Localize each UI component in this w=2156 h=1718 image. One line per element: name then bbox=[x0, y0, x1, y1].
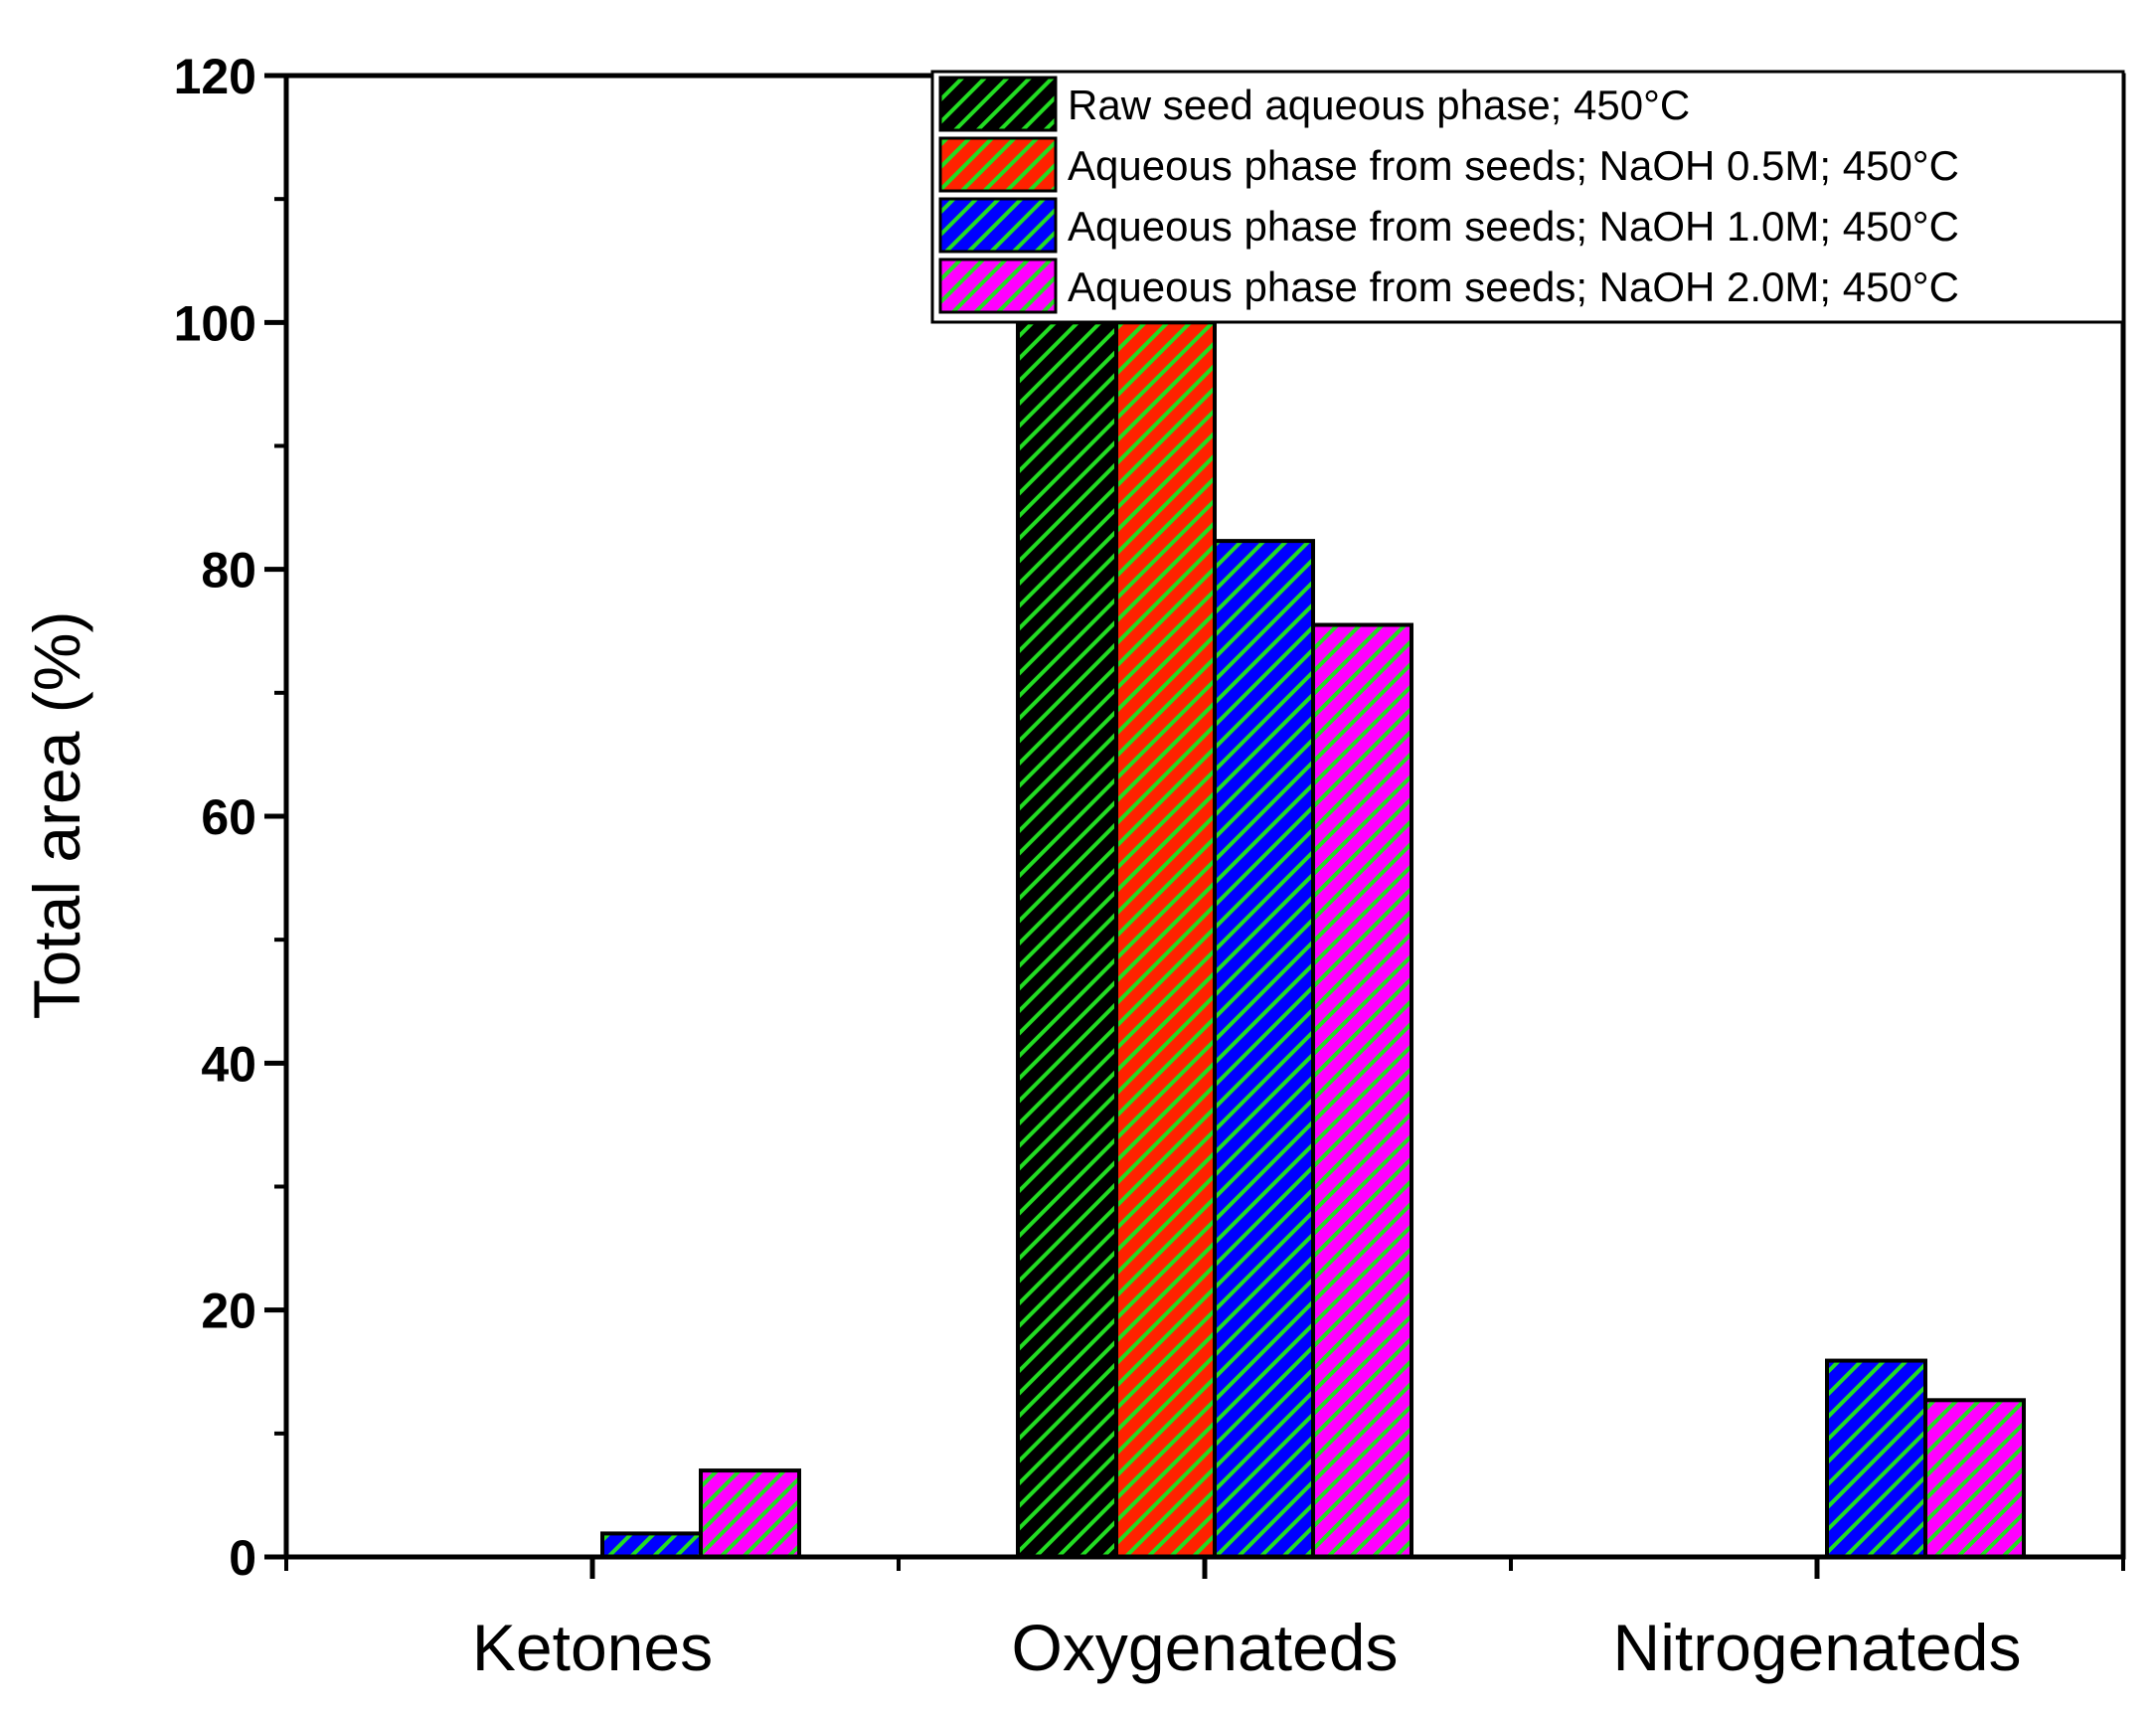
bar-aqueous-phase-from-seeds-naoh-0-5m-450-c-oxygenateds bbox=[1114, 320, 1217, 1559]
legend-swatch bbox=[938, 258, 1058, 314]
y-tick-label: 40 bbox=[201, 1036, 256, 1092]
bar-raw-seed-aqueous-phase-450-c-oxygenateds bbox=[1016, 320, 1118, 1559]
bar-aqueous-phase-from-seeds-naoh-1-0m-450-c-nitrogenateds bbox=[1825, 1358, 1927, 1559]
legend-entry: Aqueous phase from seeds; NaOH 0.5M; 450… bbox=[1068, 142, 1959, 189]
bar-aqueous-phase-from-seeds-naoh-1-0m-450-c-ketones bbox=[600, 1531, 703, 1559]
y-tick-label: 80 bbox=[201, 543, 256, 599]
bar-aqueous-phase-from-seeds-naoh-2-0m-450-c-ketones bbox=[699, 1468, 801, 1560]
legend-box bbox=[930, 70, 2125, 324]
y-tick-label: 0 bbox=[229, 1530, 256, 1586]
y-tick-label: 20 bbox=[201, 1284, 256, 1339]
bar-aqueous-phase-from-seeds-naoh-1-0m-450-c-oxygenateds bbox=[1213, 539, 1315, 1559]
legend-swatch bbox=[938, 136, 1058, 193]
legend: Raw seed aqueous phase; 450°C Aqueous pha… bbox=[930, 70, 2125, 324]
legend-swatch bbox=[938, 76, 1058, 132]
bar-aqueous-phase-from-seeds-naoh-2-0m-450-c-oxygenateds bbox=[1311, 622, 1413, 1559]
bar-aqueous-phase-from-seeds-naoh-2-0m-450-c-nitrogenateds bbox=[1923, 1398, 2026, 1560]
legend-entry: Raw seed aqueous phase; 450°C bbox=[1068, 82, 1690, 128]
x-category-label: Oxygenateds bbox=[1012, 1611, 1399, 1684]
legend-swatch bbox=[938, 197, 1058, 254]
y-axis-title: Total area (%) bbox=[20, 611, 93, 1020]
axes-layer: 0 20 40 60 80 100 120 Ketones Oxygenateds Nitroge… bbox=[174, 49, 2126, 1684]
legend-entry: Aqueous phase from seeds; NaOH 2.0M; 450… bbox=[1068, 263, 1959, 310]
x-category-label: Nitrogenateds bbox=[1613, 1611, 2022, 1684]
y-tick-label: 60 bbox=[201, 789, 256, 845]
x-category-label: Ketones bbox=[472, 1611, 713, 1684]
legend-entry: Aqueous phase from seeds; NaOH 1.0M; 450… bbox=[1068, 203, 1959, 250]
y-tick-label: 100 bbox=[174, 295, 256, 351]
bars-layer bbox=[600, 320, 2026, 1560]
y-tick-label: 120 bbox=[174, 49, 256, 104]
